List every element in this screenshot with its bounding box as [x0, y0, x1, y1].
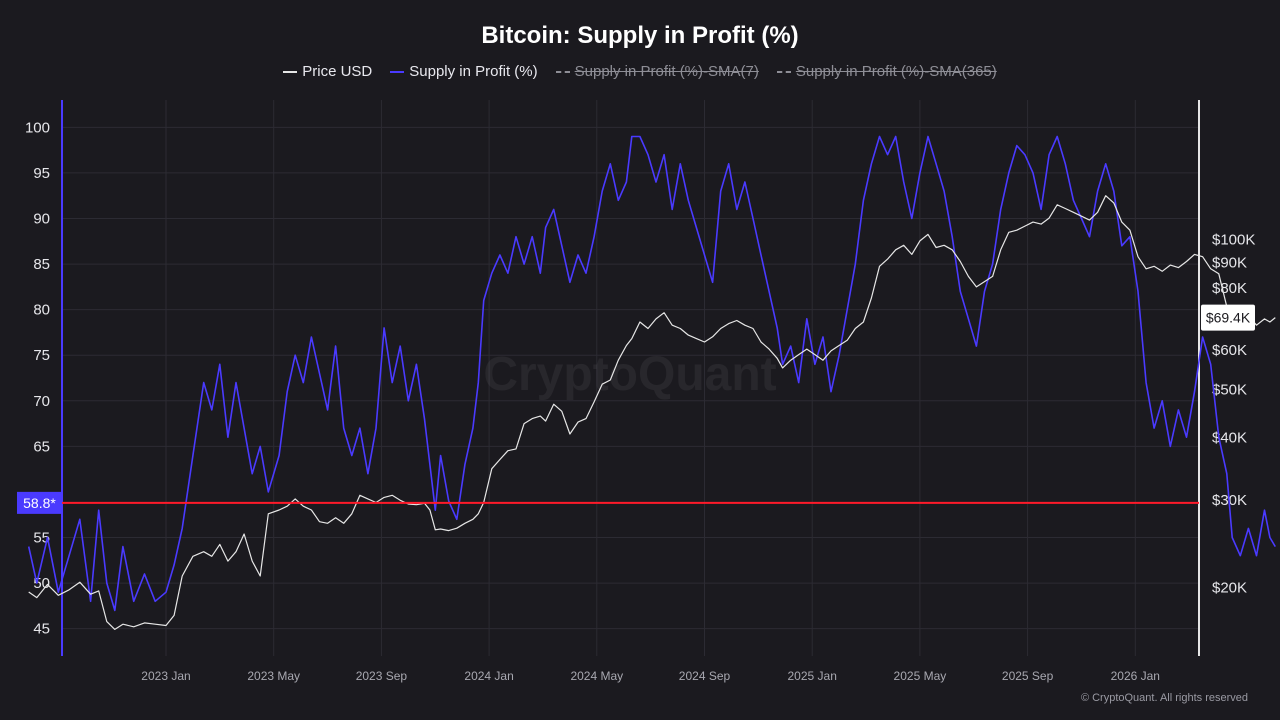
reference-label-box: [17, 491, 62, 514]
legend-swatch-sma-7: [555, 70, 570, 73]
legend-item-price-usd[interactable]: Price USD: [283, 63, 372, 80]
copyright-notice: © CryptoQuant. All rights reserved: [1080, 692, 1248, 704]
chart-title: Bitcoin: Supply in Profit (%): [481, 22, 799, 49]
left-tick-label: 80: [33, 302, 50, 319]
x-tick-label: 2024 May: [570, 669, 623, 683]
x-tick-label: 2025 Jan: [788, 669, 837, 683]
right-tick-label: $60K: [1212, 342, 1247, 359]
legend-swatch-supply-in-profit: [390, 70, 405, 73]
right-tick-label: $100K: [1212, 232, 1255, 249]
current-price-label: $69.4K: [1206, 310, 1251, 326]
legend-swatch-sma-365: [776, 70, 791, 73]
left-tick-label: 95: [33, 165, 50, 182]
legend-label-sma-7: Supply in Profit (%)-SMA(7): [574, 63, 759, 80]
right-tick-label: $20K: [1212, 580, 1247, 597]
legend-item-supply-in-profit[interactable]: Supply in Profit (%): [390, 63, 538, 80]
right-tick-label: $90K: [1212, 254, 1247, 271]
right-tick-label: $80K: [1212, 280, 1247, 297]
legend-swatch-price-usd: [283, 70, 298, 73]
right-tick-label: $50K: [1212, 381, 1247, 398]
legend-label-price-usd: Price USD: [302, 63, 373, 80]
left-tick-label: 70: [33, 393, 50, 410]
x-tick-label: 2025 May: [894, 669, 947, 683]
x-tick-label: 2025 Sep: [1002, 669, 1054, 683]
reference-label: 58.8*: [23, 495, 56, 511]
legend-label-supply-in-profit: Supply in Profit (%): [409, 63, 538, 80]
current-price-box: [1201, 304, 1255, 331]
left-tick-label: 75: [33, 347, 50, 364]
right-tick-label: $40K: [1212, 430, 1247, 447]
series-line-price-usd[interactable]: [28, 195, 1276, 631]
left-tick-label: 90: [33, 210, 50, 227]
left-tick-label: 65: [33, 438, 50, 455]
chart-legend: Price USD Supply in Profit (%) Supply in…: [0, 63, 1280, 80]
x-tick-label: 2024 Sep: [679, 669, 731, 683]
legend-item-sma-7[interactable]: Supply in Profit (%)-SMA(7): [555, 63, 759, 80]
x-tick-label: 2023 May: [247, 669, 300, 683]
left-tick-label: 100: [25, 119, 50, 136]
legend-label-sma-365: Supply in Profit (%)-SMA(365): [795, 63, 997, 80]
watermark-text: CryptoQuant: [483, 348, 776, 401]
x-tick-label: 2024 Jan: [464, 669, 513, 683]
x-tick-label: 2023 Sep: [356, 669, 408, 683]
left-tick-label: 85: [33, 256, 50, 273]
legend-item-sma-365[interactable]: Supply in Profit (%)-SMA(365): [776, 63, 997, 80]
x-tick-label: 2026 Jan: [1111, 669, 1160, 683]
x-tick-label: 2023 Jan: [141, 669, 190, 683]
left-tick-label: 45: [33, 621, 50, 638]
series-line-supply-in-profit[interactable]: [27, 135, 1276, 612]
